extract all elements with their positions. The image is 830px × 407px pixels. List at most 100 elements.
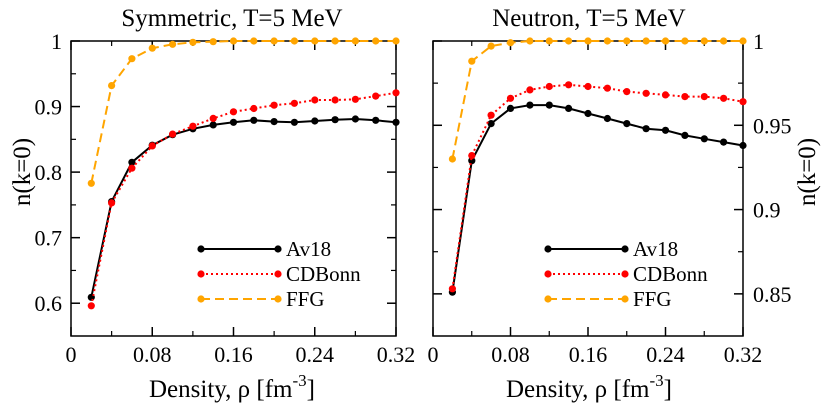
y-tick-label: 0.7 <box>35 226 63 251</box>
legend-label: CDBonn <box>633 262 708 286</box>
data-point <box>565 104 573 112</box>
data-point <box>189 38 197 46</box>
data-point <box>545 82 553 91</box>
series-cdbonn <box>87 89 400 310</box>
data-point <box>506 94 515 102</box>
y-tick-label: 0.6 <box>35 291 63 316</box>
x-tick-label: 0.16 <box>569 342 608 367</box>
data-point <box>720 37 728 45</box>
legend-marker <box>621 270 629 278</box>
data-point <box>448 155 456 163</box>
data-point <box>311 37 319 45</box>
data-point <box>189 122 197 130</box>
legend-marker <box>274 295 282 303</box>
legend-marker <box>621 245 629 253</box>
x-tick-label: 0.32 <box>724 342 763 367</box>
legend-marker <box>544 295 552 303</box>
x-tick-label: 0.24 <box>296 342 335 367</box>
data-point <box>229 108 238 116</box>
series-av18 <box>448 101 747 296</box>
y-tick-label: 0.8 <box>35 160 63 185</box>
data-point <box>250 104 258 113</box>
legend-label: Av18 <box>633 237 678 261</box>
data-point <box>290 118 298 126</box>
legend-label: CDBonn <box>286 262 361 286</box>
x-axis-label-exponent: -3 <box>649 371 663 390</box>
panel-title: Symmetric, T=5 MeV <box>121 5 342 32</box>
data-point <box>545 101 553 109</box>
series-line <box>451 104 744 293</box>
y-tick-label: 0.85 <box>753 282 792 307</box>
data-point <box>311 117 319 125</box>
data-point <box>270 37 278 45</box>
legend-marker <box>197 270 205 278</box>
data-point <box>169 40 177 48</box>
data-point <box>351 37 359 45</box>
data-point <box>545 37 553 45</box>
data-point <box>642 125 650 133</box>
data-point <box>448 285 456 293</box>
data-point <box>487 120 495 128</box>
x-tick-label: 0.08 <box>133 342 172 367</box>
data-point <box>392 118 400 126</box>
data-point <box>468 157 476 165</box>
data-point <box>584 37 592 45</box>
data-point <box>290 99 298 107</box>
x-axis-label: Density, ρ [fm-3] <box>506 371 672 403</box>
data-point <box>584 109 592 118</box>
data-point <box>209 38 217 46</box>
legend-marker <box>197 295 205 303</box>
series-ffg <box>448 37 747 163</box>
data-point <box>700 37 708 45</box>
x-tick-label: 0 <box>428 342 439 367</box>
data-point <box>739 98 747 106</box>
data-point <box>584 82 592 91</box>
series-ffg <box>87 37 400 187</box>
data-point <box>603 84 612 92</box>
data-point <box>681 131 689 139</box>
data-point <box>487 42 495 50</box>
series-line <box>90 40 396 184</box>
data-point <box>108 82 116 90</box>
data-point <box>526 37 534 45</box>
x-tick-label: 0.08 <box>491 342 530 367</box>
x-tick-label: 0.16 <box>214 342 253 367</box>
x-tick-label: 0.24 <box>646 342 685 367</box>
data-point <box>565 37 573 45</box>
data-point <box>392 89 400 97</box>
data-point <box>468 57 476 65</box>
legend-label: Av18 <box>286 237 331 261</box>
data-point <box>128 164 136 172</box>
plot-area: 0 0.08 0.16 0.24 0.32 0.6 0.7 0.8 0.9 1 Av18CDBonn… <box>35 29 416 367</box>
data-point <box>229 118 238 126</box>
data-point <box>623 88 631 96</box>
y-tick-label: 0.95 <box>753 113 792 138</box>
data-point <box>128 158 136 166</box>
data-point <box>739 141 747 150</box>
data-point <box>506 104 515 112</box>
data-point <box>87 179 95 187</box>
legend-marker <box>274 245 282 253</box>
panel-symmetric: Symmetric, T=5 MeV n(k=0) Density, ρ [fm… <box>9 5 415 403</box>
data-point <box>642 89 650 97</box>
x-axis-label: Density, ρ [fm-3] <box>149 371 315 403</box>
data-point <box>700 93 708 101</box>
plot-area: 0 0.08 0.16 0.24 0.32 0.85 0.9 0.95 1 Av18CDBonnF… <box>428 29 792 367</box>
data-point <box>290 37 298 45</box>
series-line <box>451 83 744 289</box>
x-axis-label-main: Density, ρ [fm <box>149 376 293 403</box>
y-tick-label: 0.9 <box>35 95 63 120</box>
y-axis-label: n(k=0) <box>9 138 36 206</box>
legend-marker <box>274 270 282 278</box>
data-point <box>250 116 258 124</box>
y-tick-label: 1 <box>51 29 62 54</box>
data-point <box>331 96 339 104</box>
x-axis-label-exponent: -3 <box>292 371 306 390</box>
data-point <box>661 91 670 99</box>
y-axis-label: n(k=0) <box>794 138 821 206</box>
data-point <box>661 37 670 45</box>
x-tick-label: 0.32 <box>377 342 416 367</box>
